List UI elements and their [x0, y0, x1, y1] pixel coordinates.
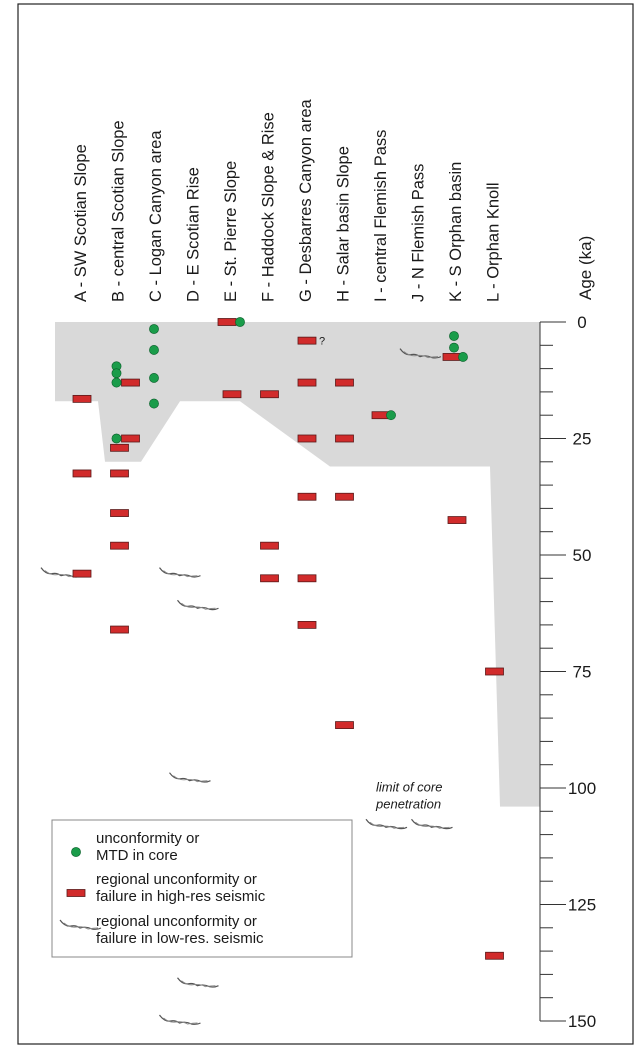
column-label: G - Desbarres Canyon area	[297, 99, 315, 302]
column-labels: A - SW Scotian Slope B - central Scotian …	[72, 99, 503, 302]
core-mtd-marker	[149, 373, 159, 383]
legend-bar-icon	[66, 889, 86, 897]
high-res-seismic-marker	[335, 721, 354, 729]
squiggle-line	[369, 821, 405, 829]
high-res-seismic-marker	[335, 434, 354, 443]
high-res-seismic-marker	[217, 318, 237, 326]
legend-label-line1: unconformity or	[96, 830, 199, 847]
high-res-seismic-marker	[121, 434, 140, 443]
high-res-seismic-marker	[110, 541, 129, 550]
y-tick-label: 75	[573, 663, 592, 682]
column-label: D - E Scotian Rise	[185, 167, 203, 302]
squiggle-line	[403, 351, 439, 359]
high-res-seismic-marker	[485, 667, 504, 676]
high-res-seismic-marker	[260, 574, 279, 583]
legend-circle-icon	[71, 847, 81, 857]
high-res-seismic-marker	[297, 378, 317, 387]
low-res-seismic-marker	[169, 772, 211, 783]
high-res-seismic-marker	[447, 516, 467, 524]
legend-label-line2: failure in low-res. seismic	[96, 930, 264, 947]
low-res-seismic-marker	[177, 977, 219, 988]
squiggle-line	[181, 602, 216, 610]
core-mtd-marker	[111, 433, 122, 444]
high-res-seismic-marker	[260, 541, 279, 550]
low-res-seismic-marker	[159, 567, 201, 578]
high-res-seismic-marker	[260, 390, 279, 399]
high-res-seismic-marker	[72, 469, 92, 478]
legend-squiggle-icon	[59, 919, 102, 930]
high-res-seismic-marker	[485, 951, 504, 960]
column-label: J - N Flemish Pass	[410, 164, 428, 302]
core-mtd-marker	[458, 352, 468, 362]
column-label: B - central Scotian Slope	[110, 120, 128, 302]
column-label: A - SW Scotian Slope	[72, 144, 90, 302]
squiggle-line	[163, 570, 198, 578]
squiggle-line	[63, 922, 99, 930]
low-res-seismic-marker	[399, 348, 442, 359]
high-res-seismic-marker	[297, 336, 317, 345]
legend-label-line1: regional unconformity or	[96, 913, 257, 930]
high-res-seismic-marker	[121, 378, 140, 387]
high-res-seismic-marker	[335, 378, 354, 387]
core-mtd-marker	[449, 331, 459, 341]
y-axis-label: Age (ka)	[576, 236, 595, 300]
legend-label-line2: failure in high-res seismic	[96, 888, 266, 905]
column-label: H - Salar basin Slope	[335, 146, 353, 302]
core-limit-label-line1: limit of core	[376, 780, 442, 795]
column-label: L - Orphan Knoll	[485, 182, 503, 302]
squiggle-line	[415, 821, 450, 829]
high-res-seismic-marker	[110, 509, 129, 517]
low-res-seismic-marker	[411, 818, 453, 830]
high-res-seismic-marker	[72, 569, 92, 578]
low-res-seismic-marker	[177, 599, 219, 611]
y-tick-label: 25	[573, 430, 592, 449]
y-tick-label: 150	[568, 1012, 596, 1031]
core-mtd-marker	[149, 324, 159, 334]
column-label: I - central Flemish Pass	[372, 130, 390, 302]
legend-box	[51, 819, 353, 958]
core-mtd-marker	[111, 377, 122, 388]
annotation-question: ?	[319, 336, 325, 348]
high-res-seismic-marker	[297, 492, 317, 501]
high-res-seismic-marker	[335, 492, 354, 501]
core-mtd-marker	[386, 410, 396, 421]
y-tick-label: 100	[568, 779, 596, 798]
core-mtd-marker	[449, 342, 459, 353]
core-mtd-marker	[235, 317, 245, 327]
high-res-seismic-marker	[297, 574, 317, 583]
high-res-seismic-marker	[110, 625, 129, 634]
column-label: F - Haddock Slope & Rise	[260, 112, 278, 302]
core-mtd-marker	[149, 398, 159, 409]
high-res-seismic-marker	[222, 390, 242, 399]
data-marks: ?	[40, 317, 504, 1025]
core-mtd-marker	[111, 368, 122, 379]
high-res-seismic-marker	[72, 394, 92, 403]
y-tick-label: 50	[573, 546, 592, 565]
low-res-seismic-marker	[365, 818, 408, 830]
legend-label-line2: MTD in core	[96, 847, 178, 864]
column-label: K - S Orphan basin	[447, 162, 465, 302]
chart-border	[17, 3, 634, 1045]
low-res-seismic-marker	[159, 1014, 201, 1025]
age-axis: 0 25 50 75 100 125 150 Age (ka)	[539, 236, 596, 1031]
squiggle-line	[163, 1017, 198, 1025]
core-limit-label-line2: penetration	[375, 797, 441, 812]
y-tick-label: 0	[577, 313, 586, 332]
squiggle-line	[173, 775, 208, 783]
y-tick-label: 125	[568, 896, 596, 915]
high-res-seismic-marker	[297, 434, 317, 443]
core-penetration-area	[55, 322, 540, 807]
high-res-seismic-marker	[297, 621, 317, 629]
high-res-seismic-marker	[110, 469, 129, 478]
squiggle-line	[181, 980, 216, 988]
column-label: E - St. Pierre Slope	[222, 161, 240, 302]
core-mtd-marker	[149, 345, 159, 355]
core-region: limit of core penetration	[55, 322, 540, 812]
legend-label-line1: regional unconformity or	[96, 871, 257, 888]
high-res-seismic-marker	[110, 443, 129, 452]
column-label: C - Logan Canyon area	[147, 130, 165, 302]
